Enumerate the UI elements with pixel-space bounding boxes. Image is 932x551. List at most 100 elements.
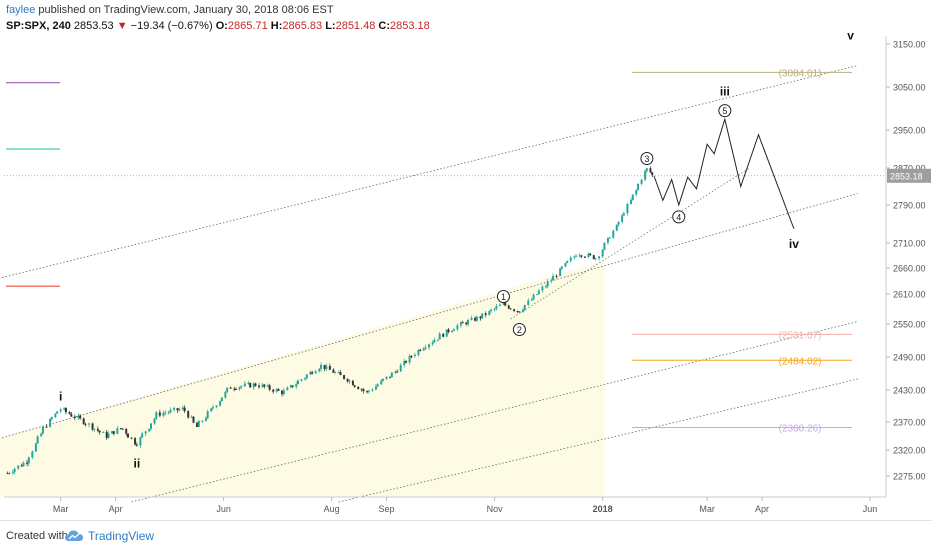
candle-body xyxy=(566,260,569,264)
candle-body xyxy=(541,286,544,291)
candle-body xyxy=(258,385,261,388)
candle-body xyxy=(488,311,491,315)
candle-body xyxy=(376,384,379,387)
candle-body xyxy=(68,412,71,414)
wave-label-iii[interactable]: iii xyxy=(720,85,730,99)
candle-body xyxy=(465,322,468,325)
price-chart[interactable]: (3084.01)(2531.07)(2484.02)(2360.26)iii1… xyxy=(0,0,932,520)
candle-body xyxy=(612,230,615,238)
time-tick-label: Jun xyxy=(216,504,231,514)
candle-body xyxy=(13,468,16,473)
candle-body xyxy=(518,311,521,313)
price-tick-label: 2610.00 xyxy=(893,290,926,300)
candle-body xyxy=(295,384,298,387)
time-tick-label: Sep xyxy=(379,504,395,514)
candle-body xyxy=(408,356,411,363)
channel-line-bottom[interactable] xyxy=(338,378,858,503)
shaded-region xyxy=(0,260,605,497)
candle-body xyxy=(126,433,129,438)
candle-body xyxy=(337,372,340,374)
candle-body xyxy=(167,412,170,414)
candle-body xyxy=(428,344,431,348)
candle-body xyxy=(314,371,317,374)
wave-label-circle[interactable] xyxy=(718,104,732,118)
candle-body xyxy=(328,366,331,370)
channel-line-lower[interactable] xyxy=(131,321,858,503)
candle-body xyxy=(240,386,243,388)
price-tick-label: 2275.00 xyxy=(893,472,926,482)
candle-body xyxy=(385,376,388,379)
publish-info: faylee published on TradingView.com, Jan… xyxy=(6,4,334,16)
candle-body xyxy=(229,387,232,389)
channel-line-upper[interactable] xyxy=(0,65,858,279)
author-link[interactable]: faylee xyxy=(6,4,36,16)
time-tick-label: Mar xyxy=(53,504,69,514)
candle-body xyxy=(272,389,275,392)
candle-body xyxy=(649,168,652,173)
candle-body xyxy=(323,364,326,370)
candle-body xyxy=(243,383,246,387)
candle-body xyxy=(555,275,558,277)
candle-body xyxy=(178,409,181,411)
candle-body xyxy=(587,253,590,257)
candle-body xyxy=(371,389,374,391)
candle-body xyxy=(192,416,195,423)
wave-label-i[interactable]: i xyxy=(59,390,62,404)
candle-body xyxy=(102,431,105,433)
time-tick-label: Jun xyxy=(863,504,878,514)
tradingview-cloud-icon[interactable] xyxy=(64,529,84,543)
candle-body xyxy=(447,329,450,332)
candle-body xyxy=(339,372,342,376)
price-tick-label: 2370.00 xyxy=(893,418,926,428)
candle-body xyxy=(22,462,25,467)
candle-body xyxy=(266,385,269,387)
candle-body xyxy=(481,313,484,319)
wave-label-circle[interactable] xyxy=(512,323,526,336)
wave-label-ii[interactable]: ii xyxy=(133,456,140,470)
candle-body xyxy=(34,443,37,452)
candle-body xyxy=(615,224,618,231)
tradingview-brand[interactable]: TradingView xyxy=(88,529,155,543)
price-tick-label: 2490.00 xyxy=(893,353,926,363)
price-change: −19.34 (−0.67%) xyxy=(130,20,213,32)
wave-label-iv[interactable]: iv xyxy=(789,237,799,251)
candle-body xyxy=(631,194,634,201)
candle-body xyxy=(532,294,535,300)
candle-body xyxy=(135,444,138,446)
candle-body xyxy=(598,256,601,259)
symbol-label[interactable]: SP:SPX, 240 xyxy=(6,20,71,32)
time-tick-label: Mar xyxy=(699,504,715,514)
candle-body xyxy=(318,368,321,372)
candle-body xyxy=(20,465,23,467)
candle-body xyxy=(281,390,284,395)
open-value: 2865.71 xyxy=(227,20,268,32)
candle-body xyxy=(546,281,549,287)
candle-body xyxy=(27,457,30,464)
candle-body xyxy=(282,390,285,395)
wave-projection[interactable] xyxy=(653,117,795,229)
price-tick-label: 2950.00 xyxy=(893,126,926,136)
candle-body xyxy=(334,372,337,374)
candle-body xyxy=(366,391,369,393)
wave-label-circle[interactable] xyxy=(496,290,510,303)
candle-body xyxy=(621,215,624,222)
candle-body xyxy=(589,253,592,256)
candle-body xyxy=(362,389,365,392)
candle-body xyxy=(268,385,271,390)
time-tick-label: Aug xyxy=(324,504,340,514)
candle-body xyxy=(233,388,236,390)
candle-body xyxy=(286,387,289,391)
wave-label-circle[interactable] xyxy=(672,210,686,224)
trendline[interactable] xyxy=(510,167,750,320)
candle-body xyxy=(353,385,356,387)
candle-body xyxy=(419,349,422,351)
candle-body xyxy=(297,380,299,385)
wave-label-circle[interactable] xyxy=(640,152,654,165)
candle-body xyxy=(59,409,62,412)
candle-body xyxy=(300,379,303,381)
candle-body xyxy=(249,382,252,388)
candle-body xyxy=(121,428,124,430)
footer: Created with TradingView xyxy=(0,520,932,551)
wave-label-v[interactable]: v xyxy=(847,29,854,43)
candle-body xyxy=(422,348,425,351)
